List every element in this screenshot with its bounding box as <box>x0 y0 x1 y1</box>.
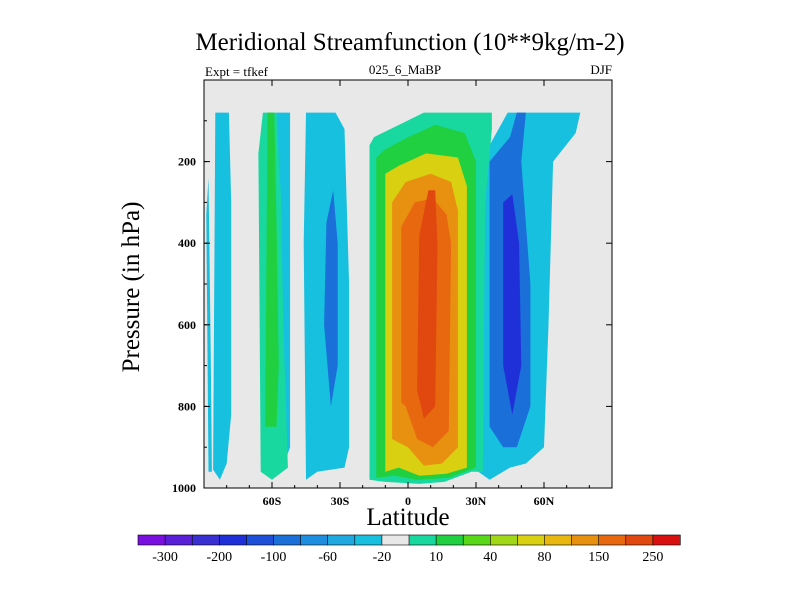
colorbar-swatch <box>517 534 546 546</box>
axis-ticks: 60S 30S 0 30N 60N 200 400 600 800 1000 <box>172 80 613 508</box>
colorbar-swatch <box>625 534 654 546</box>
colorbar-swatch <box>327 534 356 546</box>
colorbar-swatch <box>544 534 573 546</box>
contour-region <box>213 112 232 480</box>
colorbar-swatch <box>652 534 681 546</box>
colorbar-label: 40 <box>483 550 497 565</box>
x-tick-label: 0 <box>405 494 411 508</box>
colorbar-swatch <box>381 534 410 546</box>
experiment-label: Expt = tfkef <box>205 64 268 79</box>
colorbar: -300 -200 -100 -60 -20 10 40 80 150 250 <box>137 534 681 565</box>
x-tick-label: 60S <box>263 494 282 508</box>
colorbar-swatch <box>137 534 166 546</box>
colorbar-label: 150 <box>588 550 609 565</box>
contour-region <box>503 194 522 415</box>
colorbar-label: 80 <box>538 550 552 565</box>
x-tick-label: 30N <box>466 494 487 508</box>
colorbar-label: -200 <box>206 550 232 565</box>
colorbar-swatch <box>435 534 464 546</box>
colorbar-label: -60 <box>318 550 337 565</box>
experiment-subtitle: 025_6_MaBP <box>368 62 442 77</box>
colorbar-swatch <box>489 534 518 546</box>
colorbar-swatch <box>300 534 329 546</box>
y-tick-label: 600 <box>178 318 196 332</box>
colorbar-swatch <box>191 534 220 546</box>
season-label: DJF <box>590 62 612 77</box>
colorbar-label: 10 <box>429 550 443 565</box>
chart-title: Meridional Streamfunction (10**9kg/m-2) <box>195 29 625 56</box>
y-tick-label: 400 <box>178 236 196 250</box>
y-tick-label: 1000 <box>172 481 196 495</box>
colorbar-label: -300 <box>152 550 178 565</box>
contour-region <box>417 190 438 419</box>
contour-fills <box>206 112 581 484</box>
y-tick-label: 200 <box>178 155 196 169</box>
colorbar-swatch <box>219 534 248 546</box>
colorbar-swatch <box>408 534 437 546</box>
colorbar-swatch <box>273 534 302 546</box>
y-tick-label: 800 <box>178 399 196 413</box>
colorbar-swatch <box>354 534 383 546</box>
colorbar-swatch <box>598 534 627 546</box>
colorbar-label: 250 <box>642 550 663 565</box>
colorbar-swatch <box>164 534 193 546</box>
colorbar-swatch <box>571 534 600 546</box>
contour-region <box>265 112 279 427</box>
colorbar-label: -20 <box>373 550 392 565</box>
contour-region <box>324 190 338 407</box>
x-axis-label: Latitude <box>366 504 450 531</box>
colorbar-swatch <box>462 534 491 546</box>
colorbar-swatch <box>246 534 275 546</box>
colorbar-label: -100 <box>261 550 287 565</box>
x-tick-label: 30S <box>331 494 350 508</box>
x-tick-label: 60N <box>534 494 555 508</box>
